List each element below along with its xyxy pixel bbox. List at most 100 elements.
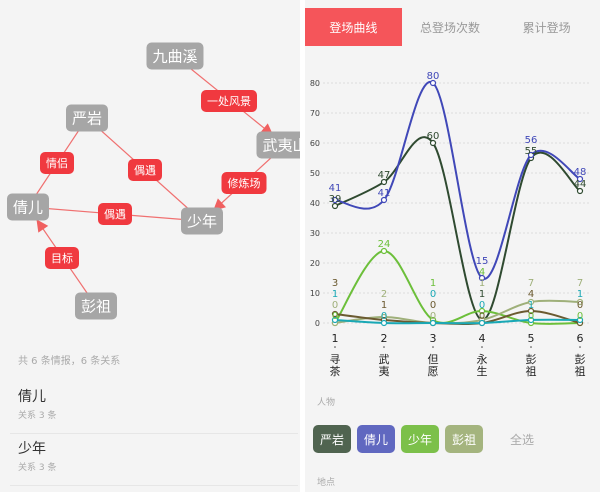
data-label: 1 [430, 278, 436, 289]
series-line [334, 318, 581, 325]
data-label: 41 [378, 188, 391, 199]
y-tick-label: 40 [310, 199, 320, 208]
y-tick-label: 0 [315, 319, 320, 328]
list-item[interactable]: 少年 关系 3 条 [10, 434, 298, 486]
chip-shaonian[interactable]: 少年 [401, 425, 439, 453]
x-tick-dot [481, 346, 483, 348]
stats-panel: 登场曲线 总登场次数 累计登场 0 10 20 30 40 50 60 70 80 1 寻茶 2 武夷 3… [305, 0, 600, 492]
data-label: 2 [381, 289, 387, 300]
data-label: 3 [332, 278, 338, 289]
x-tick-label: 4 [479, 332, 486, 345]
data-label: 47 [378, 170, 391, 181]
x-tick-dot [530, 346, 532, 348]
item-sub: 关系 3 条 [18, 411, 57, 421]
place-label: 地点 [317, 478, 336, 488]
data-point [576, 316, 584, 324]
tab-total-appearances[interactable]: 总登场次数 [420, 20, 481, 35]
y-tick-label: 10 [310, 289, 320, 298]
data-label: 0 [332, 311, 338, 322]
data-point [478, 274, 486, 282]
data-label: 0 [528, 311, 534, 322]
select-all-button[interactable]: 全选 [509, 432, 534, 447]
data-label: 1 [332, 289, 338, 300]
data-label: 7 [577, 278, 583, 289]
data-point [331, 196, 339, 204]
data-label: 48 [574, 167, 587, 178]
x-sublabel: 祖 [526, 364, 537, 378]
data-point [380, 178, 388, 186]
data-label: 1 [577, 289, 583, 300]
x-tick-label: 3 [430, 332, 437, 345]
arrow-icon [36, 219, 49, 233]
chip-yanyan[interactable]: 严岩 [313, 425, 351, 453]
data-point [429, 79, 437, 87]
item-name: 少年 [18, 441, 46, 457]
tab-bar: 登场曲线 总登场次数 累计登场 [305, 8, 595, 46]
graph-node[interactable]: 武夷山 [256, 131, 300, 159]
edge-label[interactable]: 偶遇 [128, 159, 162, 181]
data-label: 0 [479, 311, 485, 322]
edge-label[interactable]: 目标 [45, 247, 79, 269]
chip-qianer[interactable]: 倩儿 [357, 425, 395, 453]
x-sublabel: 愿 [428, 365, 439, 378]
data-point [527, 151, 535, 159]
data-label: 1 [528, 300, 534, 311]
data-point [527, 307, 535, 315]
data-label: 55 [525, 146, 538, 157]
data-label: 0 [430, 289, 436, 300]
y-tick-label: 30 [310, 229, 320, 238]
data-label: 0 [430, 300, 436, 311]
data-label: 1 [479, 278, 485, 289]
list-item[interactable]: 倩儿 关系 3 条 [10, 382, 298, 434]
graph-node[interactable]: 彭祖 [74, 292, 118, 320]
x-sublabel: 寻 [330, 353, 341, 366]
x-tick-label: 2 [381, 332, 388, 345]
data-point [576, 298, 584, 306]
x-sublabel: 生 [477, 364, 488, 378]
y-tick-label: 60 [310, 139, 320, 148]
x-tick-label: 6 [577, 332, 584, 345]
edge-label[interactable]: 修炼场 [221, 172, 267, 194]
x-tick-dot [383, 346, 385, 348]
edge-label[interactable]: 一处风景 [201, 90, 257, 112]
item-name: 倩儿 [18, 389, 46, 405]
data-point [478, 319, 486, 327]
data-label: 60 [427, 131, 440, 142]
chip-pengzu[interactable]: 彭祖 [445, 425, 483, 453]
data-label: 4 [479, 267, 485, 278]
edge-label[interactable]: 情侣 [40, 152, 74, 174]
data-label: 44 [574, 179, 587, 190]
data-point [527, 316, 535, 324]
data-label: 15 [476, 256, 489, 267]
graph-node[interactable]: 少年 [180, 207, 224, 235]
data-point [527, 298, 535, 306]
data-point [331, 202, 339, 210]
x-sublabel: 祖 [575, 364, 586, 378]
y-tick-label: 80 [310, 79, 320, 88]
graph-node[interactable]: 九曲溪 [146, 42, 204, 70]
tab-appearance-curve[interactable]: 登场曲线 [305, 8, 402, 46]
relationship-panel: 共 6 条情报，6 条关系 倩儿 关系 3 条 少年 关系 3 条 一处风景情侣… [0, 0, 300, 492]
data-point [331, 316, 339, 324]
edge-label[interactable]: 偶遇 [98, 203, 132, 225]
data-label: 0 [381, 311, 387, 322]
graph-node[interactable]: 倩儿 [6, 193, 50, 221]
y-tick-label: 20 [310, 259, 320, 268]
data-label: 1 [381, 300, 387, 311]
data-point [478, 307, 486, 315]
data-point [429, 319, 437, 327]
data-label: 80 [427, 71, 440, 82]
data-label: 0 [430, 311, 436, 322]
tab-cumulative[interactable]: 累计登场 [522, 20, 571, 35]
data-point [380, 319, 388, 327]
item-sub: 关系 3 条 [18, 463, 57, 473]
x-sublabel: 武 [379, 353, 390, 366]
graph-node[interactable]: 严岩 [65, 104, 109, 132]
data-label: 0 [332, 300, 338, 311]
data-point [576, 175, 584, 183]
summary-text: 共 6 条情报，6 条关系 [18, 356, 121, 367]
x-sublabel: 但 [428, 353, 439, 366]
x-sublabel: 永 [477, 352, 488, 366]
people-label: 人物 [317, 398, 336, 408]
x-tick-dot [334, 346, 336, 348]
